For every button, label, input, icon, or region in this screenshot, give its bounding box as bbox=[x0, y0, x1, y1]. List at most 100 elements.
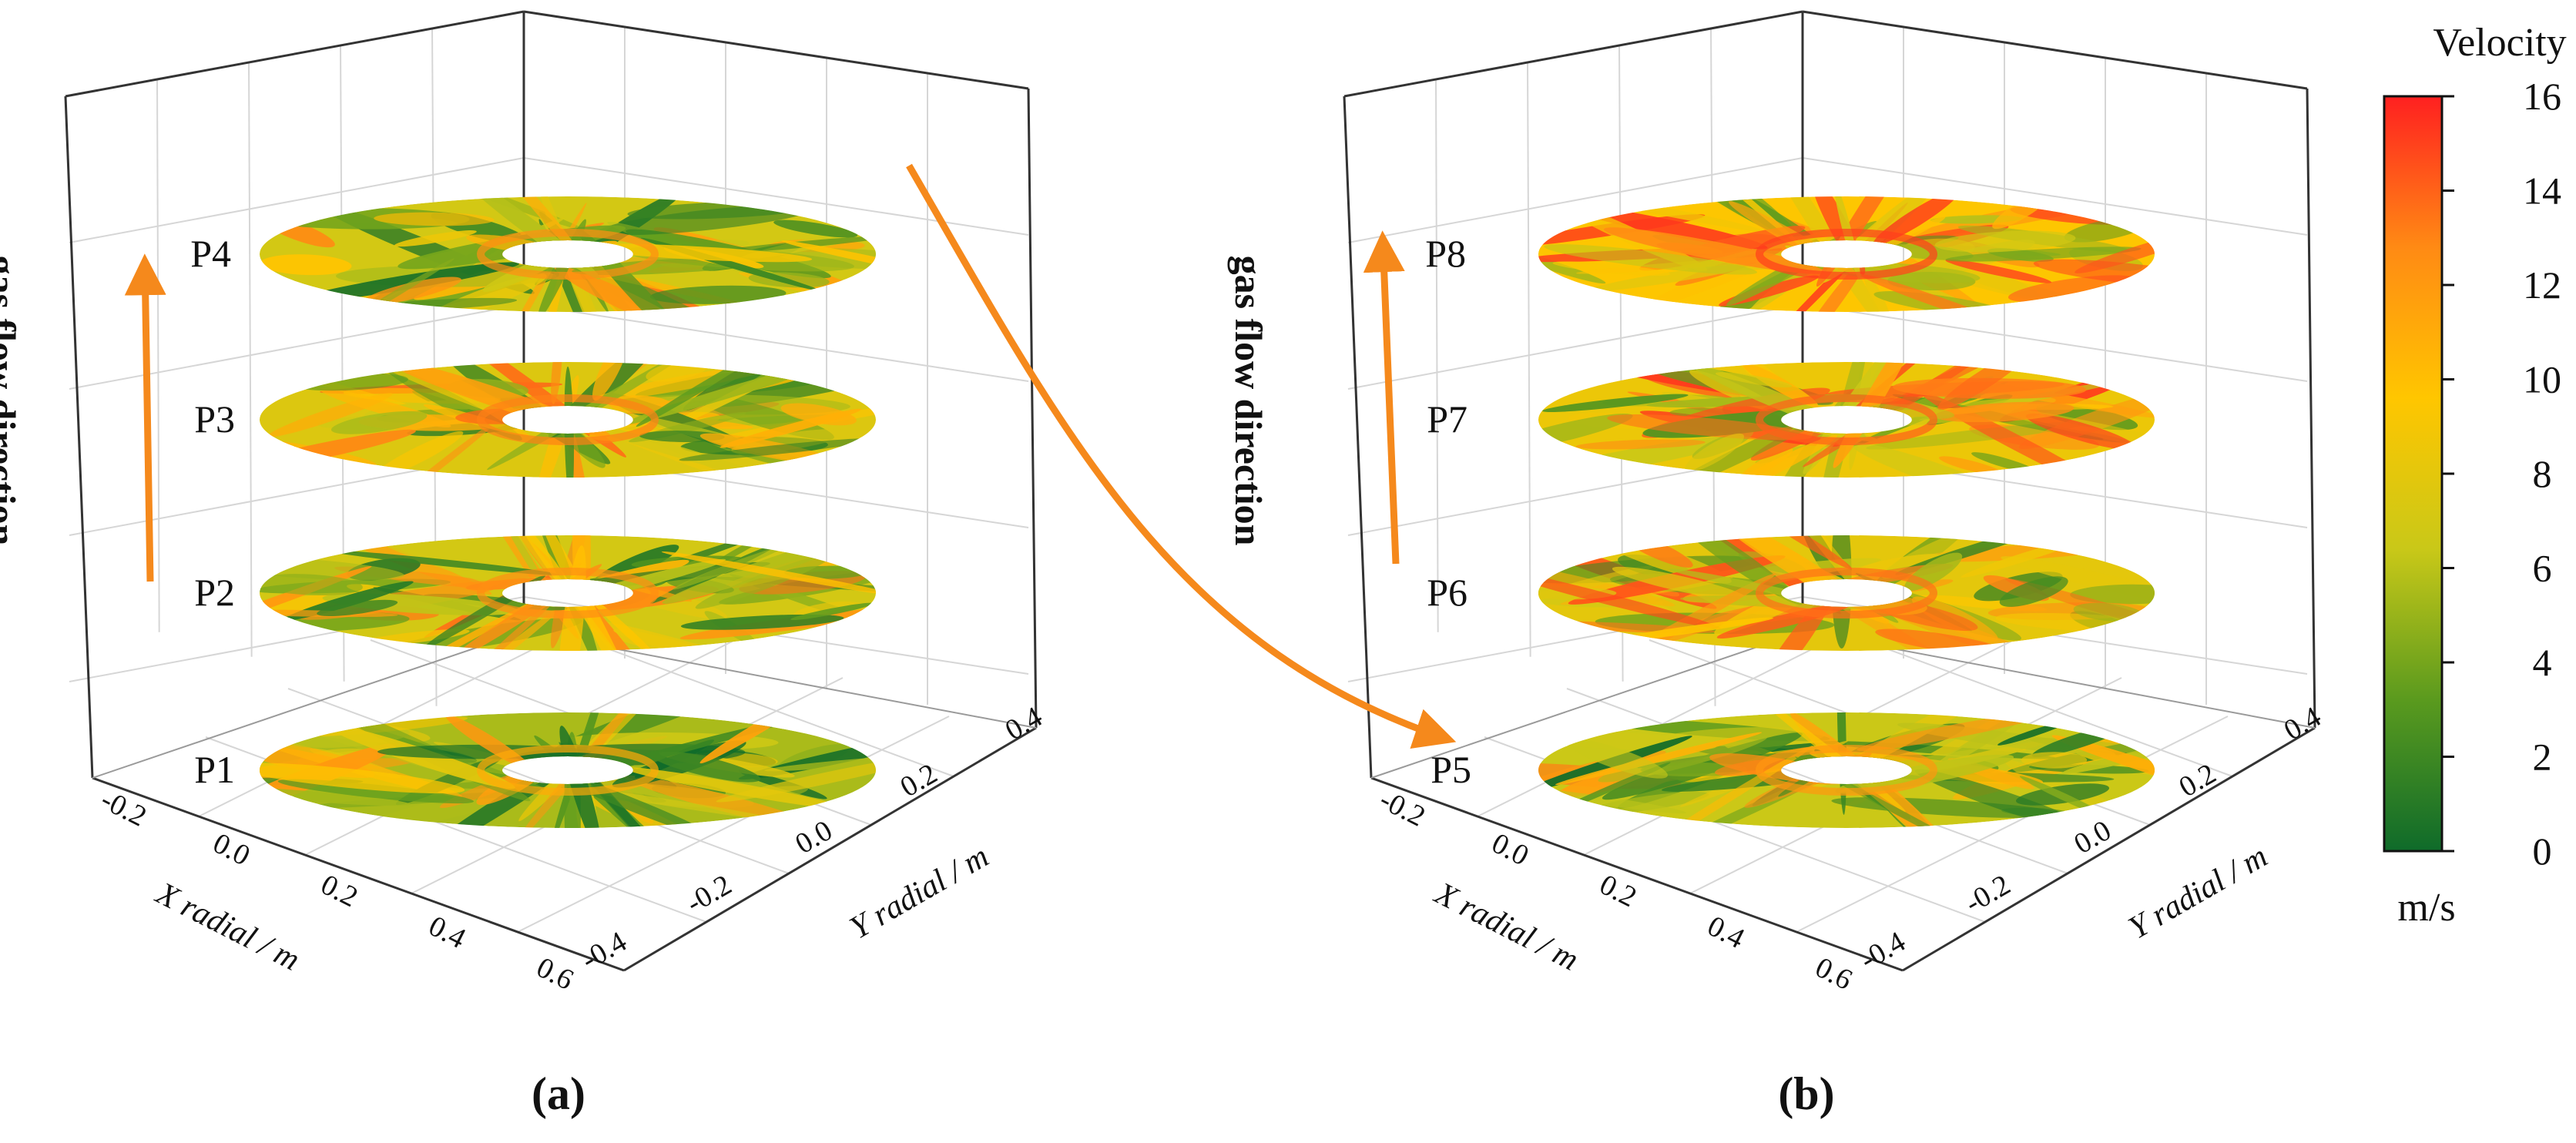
x-tick-label: 0.2 bbox=[316, 868, 363, 913]
inner-ring bbox=[1756, 568, 1937, 618]
colorbar-title: Velocity bbox=[2433, 21, 2566, 65]
velocity-streak bbox=[1544, 244, 1758, 275]
velocity-streak bbox=[1607, 414, 1813, 441]
y-tick-label: 0.4 bbox=[1000, 701, 1048, 747]
grid-line bbox=[156, 79, 160, 632]
disc-field bbox=[1538, 535, 2155, 651]
grid-line bbox=[517, 716, 950, 933]
axis-edge bbox=[1343, 96, 1373, 779]
axis-edge bbox=[92, 631, 525, 779]
axis-edge bbox=[1370, 631, 1803, 779]
plane-label-p7: P7 bbox=[1427, 397, 1467, 441]
velocity-streak bbox=[1715, 372, 1793, 388]
velocity-streak bbox=[2021, 752, 2088, 769]
colorbar-tick-label: 4 bbox=[2533, 641, 2552, 684]
velocity-streak bbox=[1873, 196, 1960, 246]
grid-line bbox=[1347, 303, 1803, 390]
velocity-streak bbox=[2075, 229, 2155, 273]
disc-p2: P2 bbox=[194, 535, 876, 651]
grid-line bbox=[1796, 716, 2229, 933]
disc-field bbox=[260, 712, 876, 828]
velocity-streak bbox=[327, 550, 560, 575]
velocity-streak bbox=[1934, 401, 2075, 423]
disc-field bbox=[260, 535, 876, 651]
velocity-streak bbox=[317, 599, 398, 617]
velocity-streak bbox=[1567, 739, 1668, 779]
velocity-streak bbox=[572, 243, 813, 263]
velocity-streak bbox=[1866, 421, 2088, 450]
velocity-streak bbox=[260, 786, 411, 806]
velocity-streak bbox=[1538, 736, 1692, 796]
velocity-streak bbox=[2051, 735, 2155, 802]
velocity-streak bbox=[1588, 573, 1776, 651]
velocity-streak bbox=[1715, 759, 1793, 776]
axis-edge bbox=[1902, 726, 2316, 972]
velocity-streak bbox=[679, 438, 876, 461]
panel-label: (a) bbox=[532, 1068, 585, 1119]
colorbar-tick-label: 6 bbox=[2533, 547, 2552, 590]
velocity-streak bbox=[1997, 721, 2069, 746]
velocity-streak bbox=[1863, 273, 1893, 312]
velocity-streak bbox=[699, 712, 823, 764]
y-tick-label: -0.2 bbox=[681, 869, 737, 920]
y-tick-label: -0.2 bbox=[1960, 869, 2016, 920]
grid-line bbox=[69, 157, 525, 243]
velocity-streak bbox=[367, 588, 559, 651]
velocity-streak bbox=[639, 431, 725, 443]
velocity-streak bbox=[1538, 244, 1606, 284]
velocity-streak bbox=[1538, 414, 1633, 451]
velocity-streak bbox=[2001, 556, 2155, 611]
flow-direction-label: gas flow direction bbox=[1227, 256, 1270, 546]
axis-edge bbox=[1027, 88, 1038, 729]
grid-line bbox=[287, 688, 790, 874]
velocity-streak bbox=[1746, 535, 1853, 569]
velocity-streak bbox=[1945, 246, 2142, 262]
velocity-streak bbox=[330, 411, 428, 434]
x-tick-label: 0.2 bbox=[1595, 868, 1642, 913]
velocity-streak bbox=[649, 285, 787, 304]
disc-field bbox=[1538, 196, 2155, 312]
velocity-streak bbox=[2007, 275, 2138, 303]
velocity-streak bbox=[260, 574, 363, 596]
velocity-streak bbox=[1857, 712, 2048, 752]
velocity-streak bbox=[374, 212, 495, 226]
grid-line bbox=[1802, 303, 2308, 382]
grid-line bbox=[1566, 688, 2068, 874]
velocity-streak bbox=[1939, 456, 2004, 476]
y-tick-label: -0.4 bbox=[1854, 925, 1910, 976]
colorbar bbox=[2383, 95, 2444, 853]
velocity-streak bbox=[738, 216, 876, 260]
velocity-streak bbox=[1835, 754, 2014, 794]
velocity-streak bbox=[1945, 259, 2052, 283]
y-axis-title: Y radial / m bbox=[844, 839, 995, 947]
velocity-streak bbox=[673, 545, 786, 590]
velocity-streak bbox=[661, 551, 876, 597]
plane-label-p3: P3 bbox=[194, 397, 235, 441]
velocity-streak bbox=[780, 403, 857, 426]
axis-edge bbox=[623, 726, 1037, 972]
y-axis-title: Y radial / m bbox=[2123, 839, 2274, 947]
grid-line bbox=[248, 62, 253, 657]
velocity-streak bbox=[1792, 255, 1869, 312]
axis-edge bbox=[2306, 88, 2316, 729]
flow-direction-label: gas flow direction bbox=[0, 256, 24, 546]
velocity-streak bbox=[695, 554, 833, 609]
disc-p8: P8 bbox=[1425, 196, 2155, 312]
axis-edge bbox=[1802, 10, 2308, 90]
x-axis-title: X radial / m bbox=[1428, 875, 1585, 978]
plane-label-p5: P5 bbox=[1431, 748, 1471, 791]
velocity-streak bbox=[1851, 442, 2019, 478]
disc-field bbox=[1538, 362, 2155, 478]
disc-field bbox=[260, 362, 876, 478]
velocity-streak bbox=[1612, 566, 1747, 601]
velocity-streak bbox=[394, 230, 477, 247]
inner-ring bbox=[1756, 229, 1937, 280]
y-tick-label: 0.0 bbox=[790, 814, 837, 860]
velocity-streak bbox=[592, 362, 629, 401]
plane-label-p1: P1 bbox=[194, 748, 235, 791]
inner-ring bbox=[477, 394, 659, 445]
axis-box bbox=[64, 10, 1038, 972]
colorbar-tick-label: 10 bbox=[2523, 358, 2561, 401]
velocity-streak bbox=[1999, 576, 2068, 607]
